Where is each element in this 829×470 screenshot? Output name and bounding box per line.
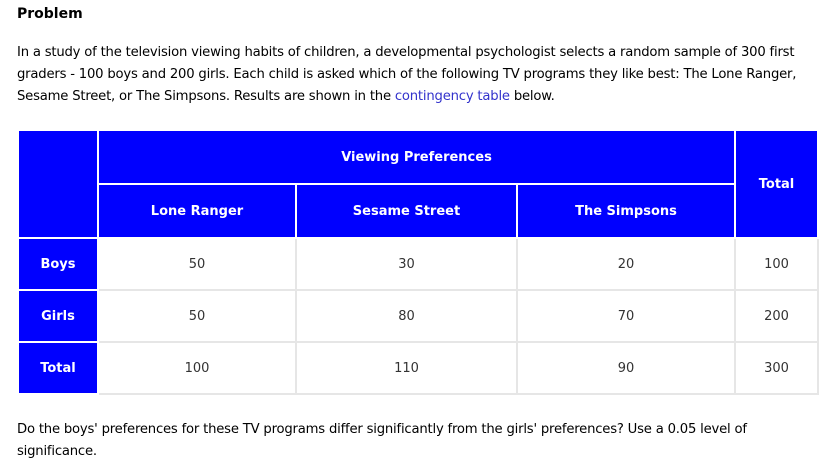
problem-intro: In a study of the television viewing hab…	[17, 42, 819, 108]
column-header-the-simpsons: The Simpsons	[515, 183, 737, 239]
cell-girls-sesame-street: 80	[295, 289, 518, 343]
column-header-lone-ranger: Lone Ranger	[97, 183, 297, 239]
cell-boys-total: 100	[734, 237, 820, 291]
row-header-girls: Girls	[17, 289, 99, 343]
contingency-table: Viewing Preferences Total Lone Ranger Se…	[17, 129, 820, 395]
contingency-table-link[interactable]: contingency table	[394, 89, 510, 104]
cell-girls-the-simpsons: 70	[515, 289, 737, 343]
table-row-boys: Boys 50 30 20 100	[17, 237, 820, 291]
problem-heading: Problem	[17, 6, 83, 22]
total-column-header: Total	[734, 129, 820, 239]
table-subheader-row: Lone Ranger Sesame Street The Simpsons	[18, 183, 818, 239]
group-header-viewing-preferences: Viewing Preferences	[96, 129, 737, 185]
intro-text-before: In a study of the television viewing hab…	[17, 45, 797, 104]
cell-girls-total: 200	[734, 289, 820, 343]
column-header-sesame-street: Sesame Street	[295, 183, 518, 239]
row-header-boys: Boys	[17, 237, 99, 291]
cell-total-the-simpsons: 90	[515, 341, 737, 395]
cell-grand-total: 300	[734, 341, 820, 395]
cell-girls-lone-ranger: 50	[97, 289, 297, 343]
table-row-total: Total 100 110 90 300	[17, 341, 820, 395]
cell-boys-sesame-street: 30	[295, 237, 518, 291]
intro-text-after: below.	[509, 89, 555, 104]
cell-boys-the-simpsons: 20	[515, 237, 737, 291]
cell-boys-lone-ranger: 50	[97, 237, 297, 291]
cell-total-sesame-street: 110	[295, 341, 518, 395]
row-header-total: Total	[17, 341, 99, 395]
corner-cell	[17, 129, 99, 239]
table-header-row: Viewing Preferences Total	[17, 129, 820, 239]
cell-total-lone-ranger: 100	[97, 341, 297, 395]
table-row-girls: Girls 50 80 70 200	[17, 289, 820, 343]
problem-question: Do the boys' preferences for these TV pr…	[17, 422, 747, 459]
